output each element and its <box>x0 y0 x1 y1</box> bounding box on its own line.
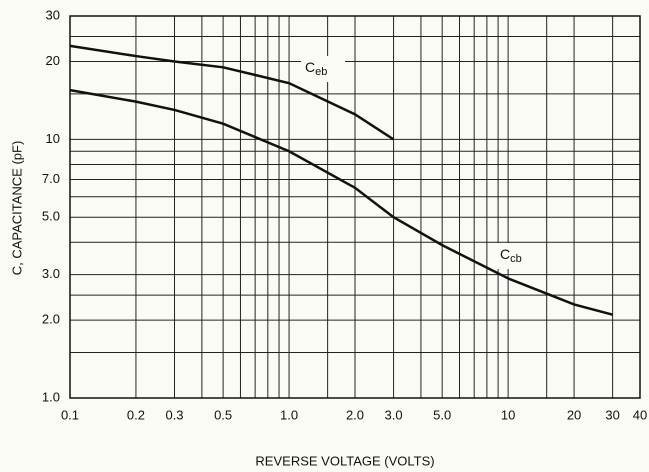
plot-frame <box>69 15 641 399</box>
x-tick-label: 0.1 <box>61 407 79 422</box>
y-tick-label: 2.0 <box>42 312 60 327</box>
x-axis-label: REVERSE VOLTAGE (VOLTS) <box>255 453 434 468</box>
y-tick-label: 5.0 <box>42 209 60 224</box>
label-background <box>496 243 540 269</box>
x-tick-label: 0.2 <box>127 407 145 422</box>
x-tick-label: 3.0 <box>385 407 403 422</box>
x-tick-label: 40 <box>633 407 647 422</box>
y-tick-label: 3.0 <box>42 266 60 281</box>
y-tick-label: 20 <box>46 53 60 68</box>
y-tick-label: 30 <box>46 7 60 22</box>
series-label: Ccb <box>500 246 522 265</box>
x-tick-label: 30 <box>605 407 619 422</box>
x-tick-label: 10 <box>501 407 515 422</box>
y-tick-label: 10 <box>46 131 60 146</box>
label-background <box>301 56 345 82</box>
x-tick-label: 0.5 <box>214 407 232 422</box>
series-label: Ceb <box>305 59 327 78</box>
x-tick-label: 0.3 <box>165 407 183 422</box>
series-line <box>69 44 395 141</box>
x-tick-label: 1.0 <box>280 407 298 422</box>
x-tick-label: 2.0 <box>346 407 364 422</box>
x-tick-label: 5.0 <box>433 407 451 422</box>
y-tick-label: 7.0 <box>42 171 60 186</box>
y-tick-label: 1.0 <box>42 389 60 404</box>
series-line <box>69 88 613 316</box>
y-axis-label: C, CAPACITANCE (pF) <box>9 141 24 276</box>
x-tick-label: 20 <box>567 407 581 422</box>
